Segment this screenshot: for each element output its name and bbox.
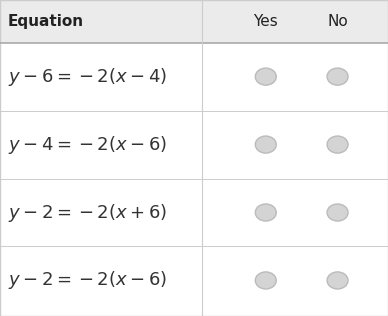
Circle shape (327, 68, 348, 85)
FancyBboxPatch shape (0, 0, 388, 43)
Circle shape (327, 136, 348, 153)
Text: Yes: Yes (253, 14, 278, 29)
FancyBboxPatch shape (0, 179, 388, 246)
Text: $y - 6 = -2(x - 4)$: $y - 6 = -2(x - 4)$ (8, 66, 167, 88)
Circle shape (255, 68, 276, 85)
FancyBboxPatch shape (0, 43, 388, 111)
Text: $y - 2 = -2(x + 6)$: $y - 2 = -2(x + 6)$ (8, 202, 167, 223)
FancyBboxPatch shape (0, 111, 388, 179)
Circle shape (327, 272, 348, 289)
Text: $y - 2 = -2(x - 6)$: $y - 2 = -2(x - 6)$ (8, 270, 167, 291)
Circle shape (255, 272, 276, 289)
Text: Equation: Equation (8, 14, 84, 29)
Circle shape (255, 204, 276, 221)
Circle shape (255, 136, 276, 153)
Text: No: No (327, 14, 348, 29)
FancyBboxPatch shape (0, 246, 388, 314)
Text: $y - 4 = -2(x - 6)$: $y - 4 = -2(x - 6)$ (8, 134, 167, 155)
Circle shape (327, 204, 348, 221)
